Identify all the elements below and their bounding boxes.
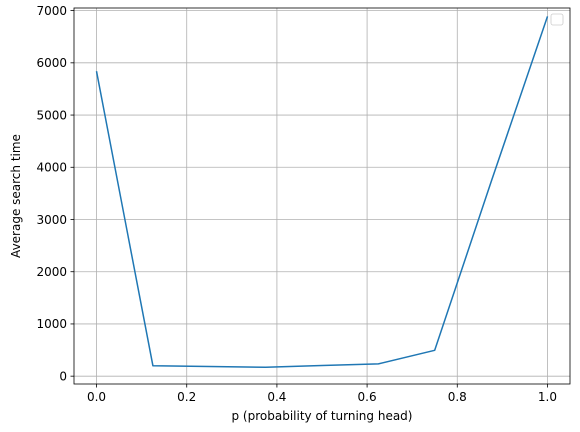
y-tick-label: 5000	[36, 108, 67, 122]
y-tick-label: 3000	[36, 213, 67, 227]
y-tick-label: 2000	[36, 265, 67, 279]
y-tick-label: 7000	[36, 4, 67, 18]
series-group	[95, 16, 549, 369]
legend-box	[550, 13, 564, 26]
series-line	[95, 16, 549, 369]
grid-lines	[74, 8, 570, 384]
axis-ticks	[70, 10, 548, 388]
x-tick-labels: 0.0 0.2 0.4 0.6 0.8 1.0	[87, 390, 557, 404]
x-tick-label: 1.0	[538, 390, 557, 404]
y-tick-label: 0	[59, 369, 67, 383]
x-tick-label: 0.4	[267, 390, 286, 404]
y-tick-labels: 0 1000 2000 3000 4000 5000 6000 7000	[36, 4, 67, 384]
y-tick-label: 1000	[36, 317, 67, 331]
y-tick-label: 4000	[36, 161, 67, 175]
y-tick-label: 6000	[36, 56, 67, 70]
y-axis-label: Average search time	[9, 134, 23, 258]
plot-frame	[73, 7, 571, 385]
x-axis-label: p (probability of turning head)	[232, 409, 413, 423]
x-tick-label: 0.8	[448, 390, 467, 404]
x-tick-label: 0.0	[87, 390, 106, 404]
x-tick-label: 0.6	[358, 390, 377, 404]
x-tick-label: 0.2	[177, 390, 196, 404]
